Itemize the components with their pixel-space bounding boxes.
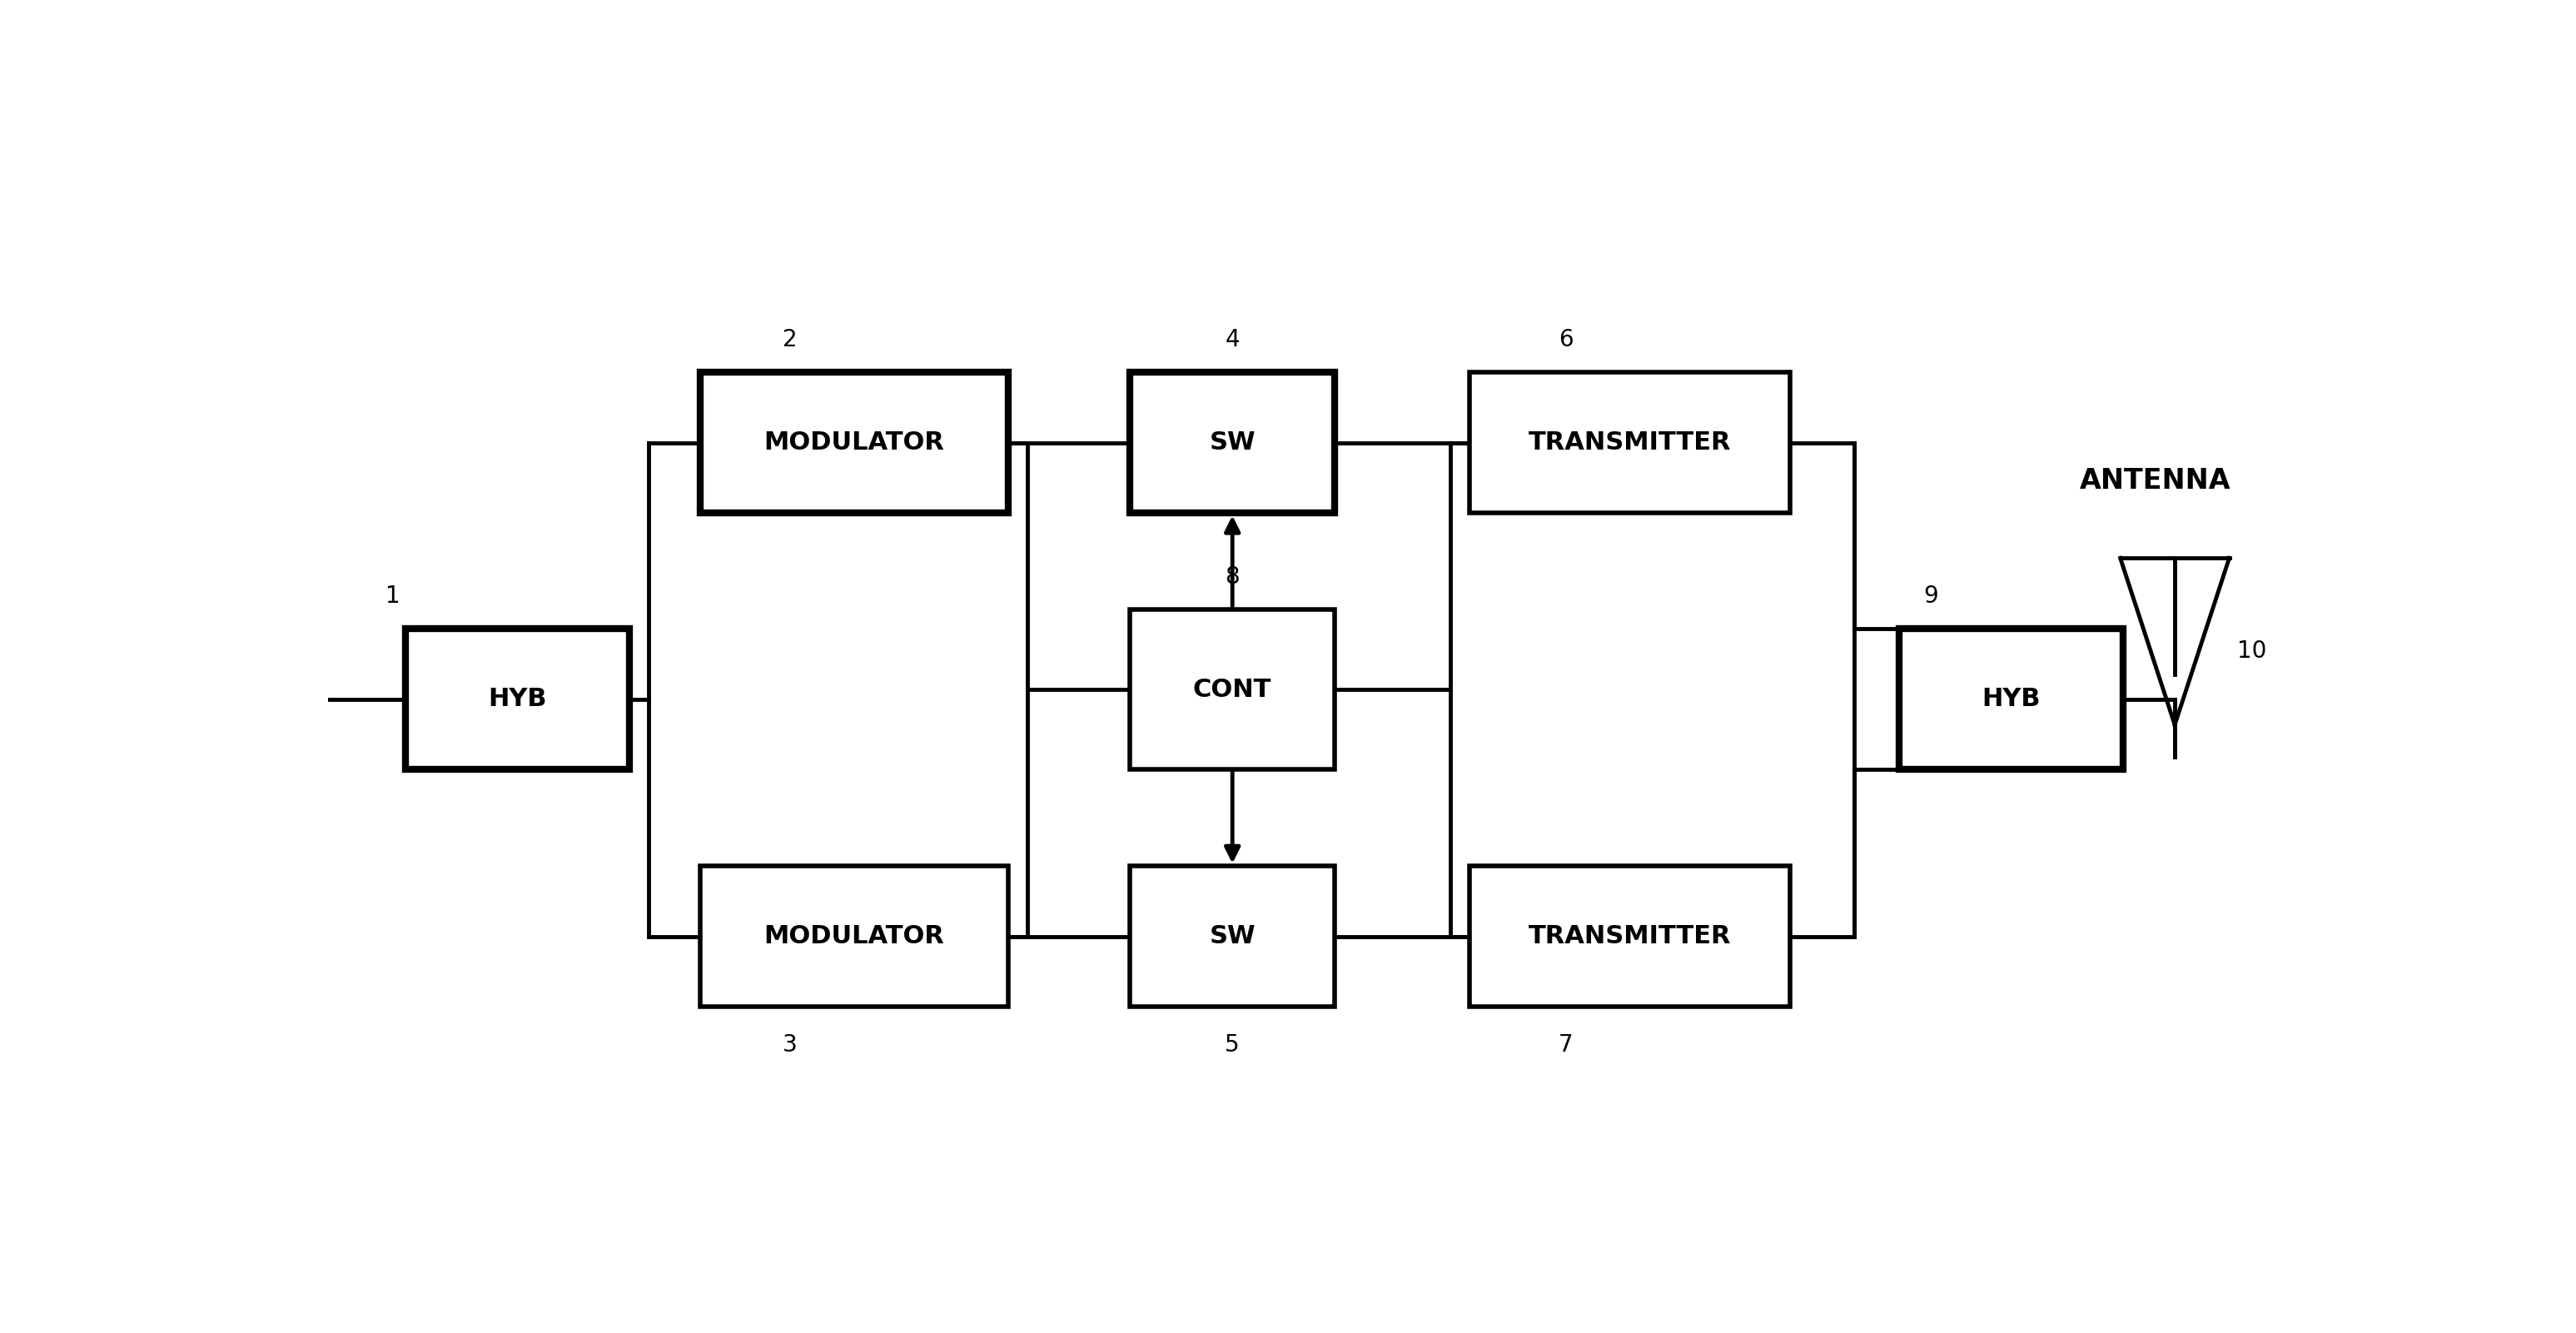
- Text: 9: 9: [1924, 585, 1940, 608]
- Bar: [1131, 372, 1334, 513]
- Bar: [1468, 372, 1790, 513]
- Text: 8: 8: [1226, 565, 1239, 589]
- Text: 3: 3: [783, 1033, 799, 1057]
- Text: MODULATOR: MODULATOR: [765, 431, 945, 455]
- Text: ANTENNA: ANTENNA: [2079, 468, 2231, 495]
- Bar: [1131, 609, 1334, 769]
- Text: HYB: HYB: [489, 686, 546, 712]
- Text: 7: 7: [1558, 1033, 1574, 1057]
- Text: 6: 6: [1558, 328, 1574, 352]
- Text: SW: SW: [1208, 924, 1255, 948]
- Text: 4: 4: [1226, 328, 1239, 352]
- Text: 10: 10: [2236, 640, 2267, 663]
- Bar: [701, 372, 1007, 513]
- Bar: [1131, 866, 1334, 1006]
- Text: MODULATOR: MODULATOR: [765, 924, 945, 948]
- Text: 2: 2: [783, 328, 799, 352]
- Text: TRANSMITTER: TRANSMITTER: [1528, 924, 1731, 948]
- Text: SW: SW: [1208, 431, 1255, 455]
- Text: TRANSMITTER: TRANSMITTER: [1528, 431, 1731, 455]
- Bar: [404, 629, 629, 769]
- Bar: [701, 866, 1007, 1006]
- Bar: [1899, 629, 2123, 769]
- Text: CONT: CONT: [1193, 677, 1273, 701]
- Text: HYB: HYB: [1981, 686, 2040, 712]
- Text: 5: 5: [1226, 1033, 1239, 1057]
- Bar: [1468, 866, 1790, 1006]
- Text: 1: 1: [386, 585, 399, 608]
